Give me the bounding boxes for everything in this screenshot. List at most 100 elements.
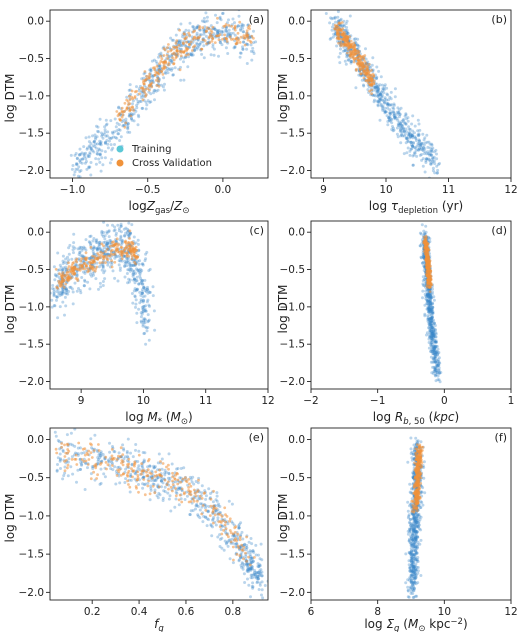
training-point xyxy=(123,481,127,484)
training-point xyxy=(205,19,209,23)
training-point xyxy=(89,234,93,238)
training-point xyxy=(195,33,199,37)
training-point xyxy=(167,452,171,456)
training-point xyxy=(428,335,432,339)
training-point xyxy=(406,140,410,144)
cross-validation-point xyxy=(166,50,170,53)
training-point xyxy=(390,103,394,107)
training-point xyxy=(146,289,150,293)
cross-validation-point xyxy=(166,57,170,60)
cross-validation-point xyxy=(181,477,185,481)
cross-validation-point xyxy=(428,285,431,289)
training-point xyxy=(138,301,142,305)
training-point xyxy=(123,455,127,459)
training-point xyxy=(430,308,434,312)
cross-validation-point xyxy=(115,237,119,241)
training-point xyxy=(65,433,69,437)
training-point xyxy=(434,344,438,348)
training-point xyxy=(92,237,96,240)
training-point xyxy=(177,39,181,43)
training-point xyxy=(426,298,430,302)
training-point xyxy=(412,573,416,577)
cross-validation-point xyxy=(217,38,221,42)
cross-validation-point xyxy=(120,110,124,114)
training-point xyxy=(435,171,439,175)
cross-validation-point xyxy=(128,485,132,489)
cross-validation-point xyxy=(68,276,71,280)
cross-validation-point xyxy=(117,250,121,254)
training-point xyxy=(430,332,434,335)
panel-d-xlabel: log Rb, 50 (kpc) xyxy=(373,410,459,427)
panel-f-xlabel: log Σg (M⊙ kpc−2) xyxy=(364,617,467,632)
cross-validation-point xyxy=(65,442,69,446)
training-point xyxy=(76,452,80,456)
training-point xyxy=(410,544,414,548)
training-point xyxy=(434,351,438,355)
training-point xyxy=(100,134,104,138)
training-point xyxy=(243,542,247,546)
training-point xyxy=(432,332,436,336)
training-point xyxy=(134,305,137,309)
training-point xyxy=(241,562,245,566)
training-point xyxy=(427,309,431,313)
training-point xyxy=(78,458,82,461)
training-point xyxy=(242,40,246,44)
training-point xyxy=(252,572,256,576)
training-point xyxy=(430,326,434,329)
training-point xyxy=(422,152,426,156)
training-point xyxy=(409,577,413,581)
training-point xyxy=(408,504,411,508)
training-point xyxy=(141,278,145,282)
training-point xyxy=(245,569,249,573)
training-point xyxy=(239,51,243,55)
training-point xyxy=(132,269,136,273)
training-point xyxy=(233,542,237,546)
training-point xyxy=(258,563,262,567)
training-point xyxy=(226,522,230,526)
training-point xyxy=(176,467,180,470)
training-point xyxy=(221,12,224,15)
training-point xyxy=(98,153,102,157)
training-point xyxy=(138,274,142,278)
training-point xyxy=(100,231,104,235)
training-point xyxy=(137,464,141,468)
training-point xyxy=(139,276,142,280)
training-point xyxy=(429,153,433,156)
training-point xyxy=(99,481,103,485)
training-point xyxy=(150,469,154,473)
training-point xyxy=(204,504,208,508)
training-point xyxy=(429,295,432,299)
cross-validation-point xyxy=(115,458,119,461)
training-point xyxy=(350,60,354,64)
training-point xyxy=(177,41,181,44)
cross-validation-point xyxy=(178,28,182,32)
training-point xyxy=(58,452,62,456)
training-point xyxy=(226,540,230,544)
cross-validation-point xyxy=(106,463,110,467)
training-point xyxy=(135,106,139,110)
training-point xyxy=(414,136,417,140)
training-point xyxy=(422,278,426,281)
cross-validation-point xyxy=(74,453,78,457)
training-point xyxy=(219,41,222,45)
training-point xyxy=(235,542,239,546)
training-point xyxy=(434,148,438,152)
training-point xyxy=(375,65,379,69)
training-point xyxy=(119,222,123,226)
training-point xyxy=(253,575,257,579)
training-point xyxy=(149,486,153,490)
training-point xyxy=(231,31,235,35)
training-point xyxy=(258,581,262,585)
training-point xyxy=(163,473,167,477)
training-point xyxy=(437,362,440,366)
training-point xyxy=(194,507,197,511)
cross-validation-point xyxy=(238,538,242,542)
training-point xyxy=(383,106,387,110)
training-point xyxy=(256,577,260,581)
training-point xyxy=(173,66,177,70)
training-point xyxy=(428,303,432,307)
x-tick-label: 0 xyxy=(441,395,448,407)
training-point xyxy=(252,41,256,45)
training-point xyxy=(407,513,411,517)
training-point xyxy=(78,250,82,254)
